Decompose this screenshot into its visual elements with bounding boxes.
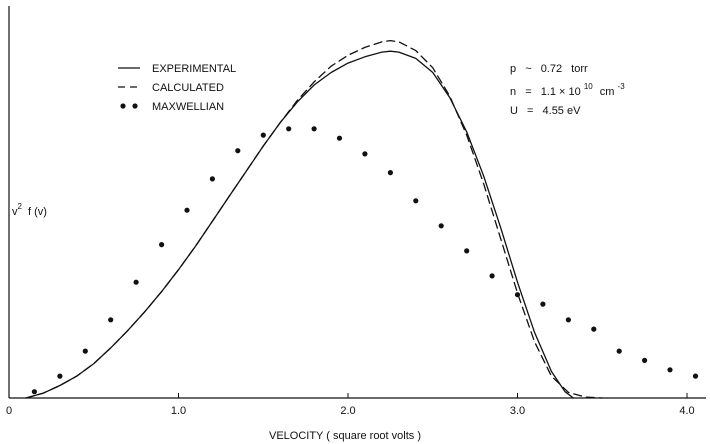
axes [8, 6, 706, 399]
legend-label-maxwellian: MAXWELLIAN [152, 101, 224, 113]
maxwellian-point [336, 135, 343, 141]
maxwellian-point [57, 373, 63, 379]
legend-swatch-maxwellian-2 [132, 103, 138, 109]
maxwellian-point [489, 273, 495, 279]
maxwellian-point [311, 126, 317, 132]
maxwellian-point [286, 126, 292, 132]
maxwellian-point [235, 148, 241, 154]
maxwellian-point [642, 357, 648, 363]
maxwellian-point [413, 198, 419, 204]
maxwellian-point [692, 373, 699, 379]
maxwellian-point [31, 389, 37, 395]
parameter-annotations: p ~ 0.72 torr n = 1.1 × 10 10 cm -3 U = … [510, 63, 625, 117]
annotation-energy: U = 4.55 eV [510, 105, 581, 117]
annotation-pressure: p ~ 0.72 torr [510, 63, 588, 75]
y-axis-label: v2 f (v) [12, 202, 47, 218]
x-tick-label: 4.0 [679, 405, 694, 417]
legend-swatch-maxwellian-1 [120, 103, 126, 109]
maxwellian-point [591, 326, 597, 332]
legend-label-experimental: EXPERIMENTAL [152, 63, 236, 75]
x-ticks: 0 1.0 2.0 3.0 4.0 [6, 393, 695, 417]
maxwellian-point [209, 176, 215, 182]
maxwellian-point [133, 279, 139, 285]
series-group [25, 39, 699, 399]
maxwellian-point [82, 348, 88, 354]
x-tick-label: 0 [6, 405, 12, 417]
x-tick-label: 2.0 [340, 405, 355, 417]
calculated-line [25, 39, 603, 399]
x-tick-label: 1.0 [171, 405, 186, 417]
maxwellian-point [438, 223, 444, 229]
maxwellian-point [184, 207, 190, 213]
maxwellian-point [565, 317, 572, 323]
legend: EXPERIMENTAL CALCULATED MAXWELLIAN [118, 63, 236, 113]
maxwellian-point [616, 348, 622, 354]
maxwellian-point [464, 248, 470, 254]
x-tick-label: 3.0 [510, 405, 525, 417]
annotation-density: n = 1.1 × 10 10 cm -3 [510, 80, 625, 98]
legend-label-calculated: CALCULATED [152, 82, 224, 94]
maxwellian-point [387, 170, 393, 176]
experimental-line [25, 50, 575, 399]
maxwellian-point [667, 367, 673, 373]
maxwellian-point [108, 317, 114, 323]
maxwellian-point [514, 292, 521, 298]
maxwellian-point [540, 301, 546, 307]
maxwellian-point [159, 242, 165, 248]
maxwellian-point [260, 132, 266, 138]
maxwellian-point [362, 151, 368, 157]
x-axis-title: VELOCITY ( square root volts ) [269, 430, 421, 442]
